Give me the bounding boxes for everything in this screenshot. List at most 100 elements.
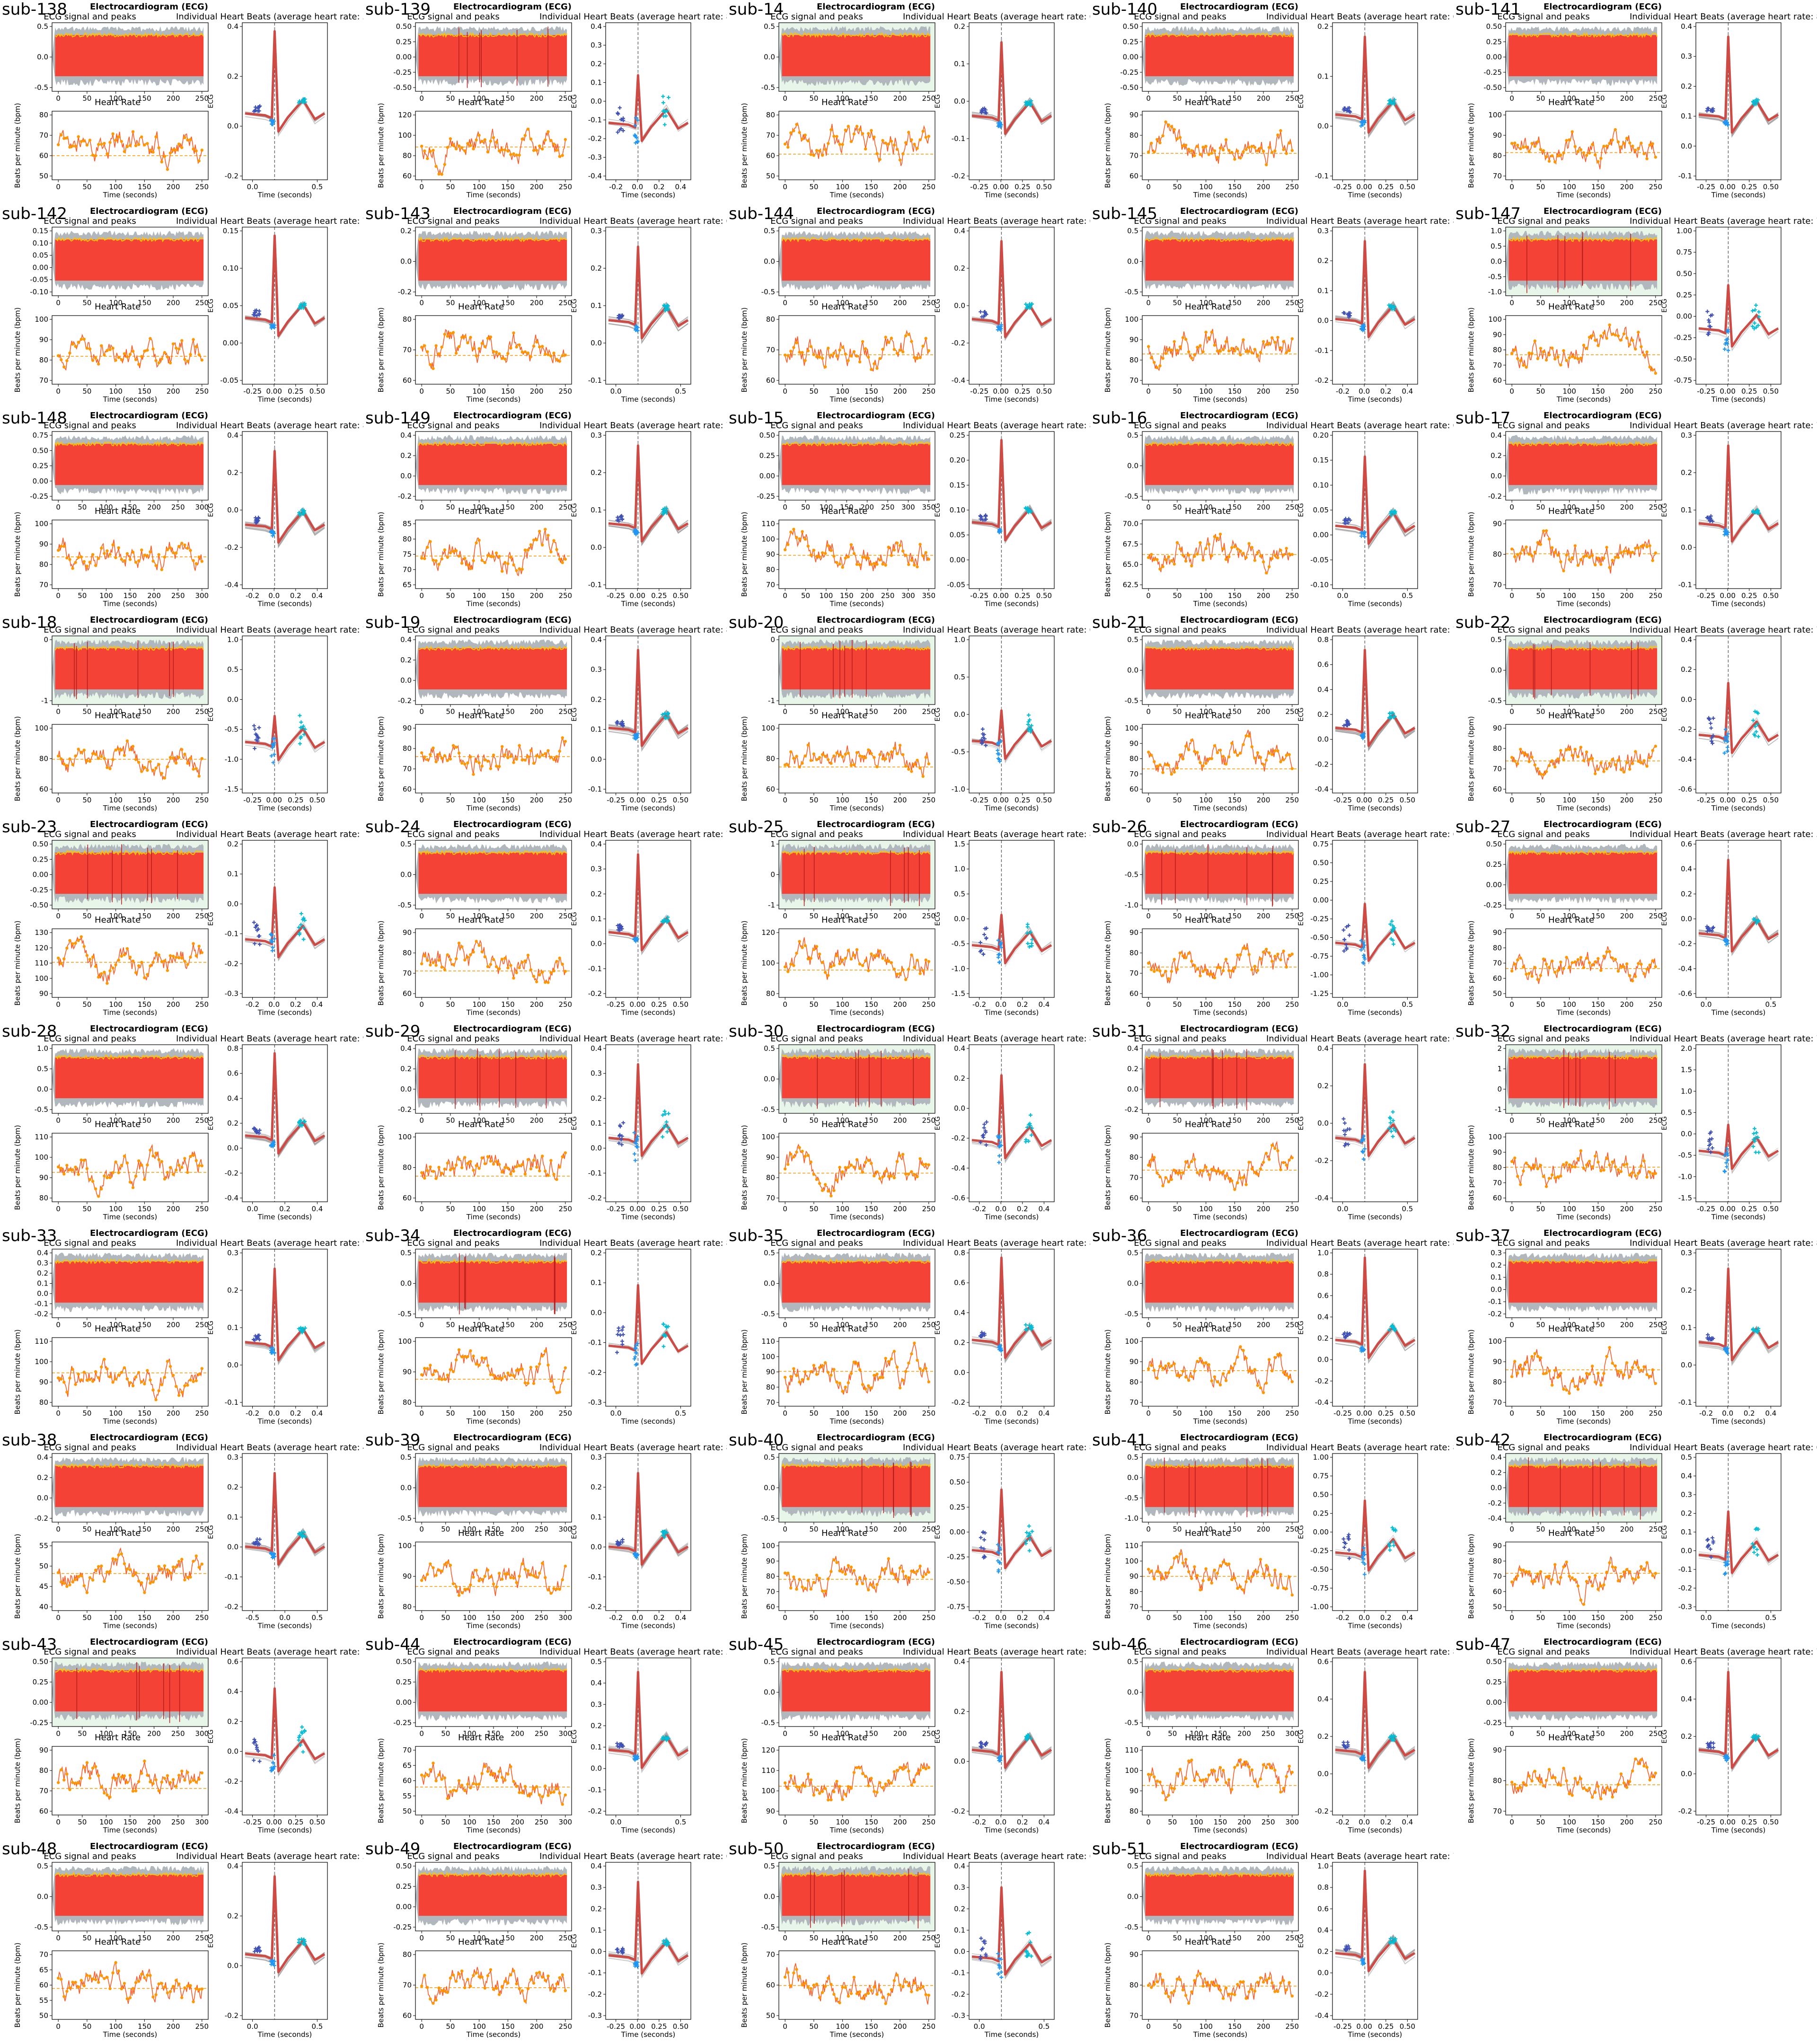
p-wave-marker [257, 725, 261, 730]
heart-rate-point [486, 337, 490, 340]
heart-beats-ytick-label: -0.1 [588, 1169, 602, 1177]
heart-rate-axes [778, 928, 935, 998]
ecg-signal-xtick-label: 150 [138, 299, 151, 307]
ecg-subtitle: ECG signal and peaks [44, 1034, 136, 1044]
heart-rate-point [1579, 746, 1583, 749]
heart-rate-point [88, 759, 92, 763]
heart-beats-ytick-label: 0.0 [591, 543, 602, 552]
ecg-signal-ytick-label: 0.00 [759, 472, 775, 480]
heart-rate-point [1533, 550, 1536, 554]
heart-rate-ytick-label: 90 [1493, 520, 1502, 528]
heart-rate-point [1513, 759, 1517, 763]
heart-rate-point [432, 558, 435, 562]
heart-rate-point [901, 1153, 905, 1156]
q-wave-marker [999, 123, 1004, 127]
subject-label: sub-29 [365, 1022, 421, 1041]
heart-beats-ytick-label: -0.1 [588, 116, 602, 124]
q-wave-marker [999, 945, 1003, 950]
t-wave-marker [664, 1120, 669, 1124]
heart-beats-ytick-label: 1.5 [954, 840, 965, 848]
p-wave-marker [1711, 519, 1715, 523]
heart-rate-point [160, 1160, 163, 1163]
ecg-signal-xtick-label: 350 [922, 503, 935, 511]
heart-beats-ytick-label: -0.2 [588, 1194, 602, 1202]
heart-rate-point [898, 348, 902, 352]
panel-svg: Electrocardiogram (ECG)ECG signal and pe… [1103, 1024, 1454, 1221]
heart-rate-ytick-label: 80 [403, 1163, 412, 1172]
heart-rate-xtick-label: 200 [893, 796, 907, 804]
heart-rate-point [74, 1165, 77, 1169]
heart-rate-point [506, 1166, 510, 1170]
q-wave-marker [1361, 326, 1366, 330]
q-wave-marker [273, 737, 277, 741]
heart-beats-ytick-label: 0.2 [591, 264, 602, 273]
heart-rate-point [100, 142, 103, 146]
t-wave-marker [1757, 315, 1761, 319]
heart-rate-point [134, 144, 138, 147]
heart-rate-point [82, 945, 86, 948]
ecg-signal-xtick-label: 150 [864, 707, 878, 716]
beats-title: Individual Heart Beats (average heart ra… [176, 625, 363, 635]
heart-rate-point [1175, 137, 1179, 141]
heart-rate-point [1288, 753, 1291, 756]
heart-beats-ytick-label: -0.2 [952, 1134, 965, 1143]
heart-rate-point [1582, 555, 1586, 558]
heart-rate-point [146, 1163, 149, 1167]
heart-rate-point [180, 956, 184, 960]
t-wave-marker [1751, 718, 1755, 722]
ecg-signal-xtick-label: 200 [1620, 94, 1634, 103]
heart-rate-point [108, 141, 112, 144]
heart-rate-xtick-label: 50 [1536, 1000, 1545, 1009]
q-wave-marker [1361, 961, 1366, 965]
ecg-signal-xtick-label: 50 [82, 912, 91, 920]
heart-rate-point [1594, 338, 1597, 342]
heart-beats-ytick-label: 0.05 [1313, 506, 1329, 514]
mean-heart-beat [608, 444, 689, 543]
heart-rate-point [520, 1163, 524, 1166]
heart-rate-axes [1142, 928, 1299, 998]
heart-rate-point [1553, 160, 1557, 164]
average-heart-rate: 66. [1453, 12, 1454, 22]
heart-rate-point [1282, 1161, 1285, 1164]
beats-xlabel: Time (seconds) [1348, 599, 1402, 608]
heart-rate-point [898, 744, 902, 747]
p-wave-marker [617, 1134, 622, 1138]
heart-rate-xtick-label: 100 [472, 796, 486, 804]
heart-rate-point [786, 543, 790, 546]
heart-beats-ytick-label: 0.75 [1676, 248, 1692, 256]
q-wave-marker [269, 1144, 273, 1148]
heart-rate-ytick-label: 100 [761, 535, 775, 543]
heart-rate-point [523, 959, 527, 963]
heart-rate-xtick-label: 200 [530, 591, 544, 600]
heart-rate-point [494, 765, 498, 768]
heart-rate-point [440, 966, 443, 969]
ecg-signal-ytick-label: -0.5 [1125, 288, 1138, 296]
q-wave-marker [633, 134, 637, 139]
heart-beats-ytick-label: 0.1 [227, 870, 238, 878]
heart-rate-point [913, 142, 916, 146]
heart-rate-point [429, 540, 432, 543]
heart-rate-line [1511, 743, 1656, 780]
heart-rate-xtick-label: 150 [501, 1000, 515, 1009]
heart-rate-point [168, 361, 172, 365]
heart-beats-ytick-label: 0.00 [1313, 531, 1329, 539]
heart-rate-xtick-label: 200 [1620, 1000, 1634, 1009]
heart-rate-point [423, 1176, 426, 1180]
individual-beat [245, 1052, 325, 1158]
heart-beats-ytick-label: -0.1 [225, 930, 238, 938]
heart-rate-point [873, 1174, 876, 1178]
ecg-signal-ytick-label: 0.5 [1127, 227, 1138, 235]
panel-svg: Electrocardiogram (ECG)ECG signal and pe… [740, 615, 1090, 812]
figure-title: Electrocardiogram (ECG) [90, 411, 208, 421]
ecg-subtitle: ECG signal and peaks [407, 12, 500, 22]
heart-rate-point [157, 953, 160, 957]
beats-ecg-axis-label: ECG [934, 1116, 942, 1130]
heart-rate-ytick-label: 80 [766, 755, 775, 763]
heart-rate-point [526, 755, 530, 758]
heart-rate-point [1625, 761, 1629, 765]
heart-rate-point [1178, 136, 1182, 139]
hr-xlabel: Time (seconds) [829, 1008, 884, 1017]
ecg-signal-ytick-label: 0.00 [33, 477, 48, 485]
heart-rate-point [137, 1159, 141, 1163]
heart-beats-ytick-label: 0.0 [591, 940, 602, 948]
